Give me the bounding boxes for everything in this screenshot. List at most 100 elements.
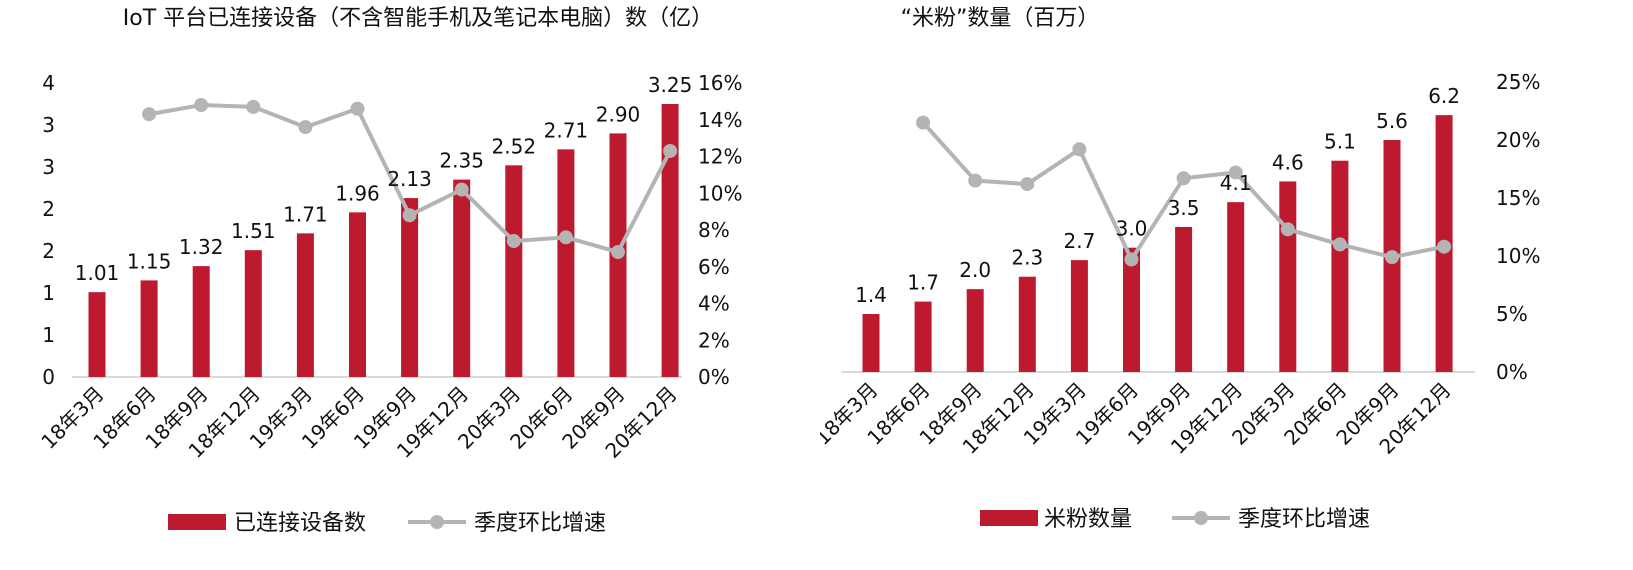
bar-data-label: 5.1 (1324, 130, 1356, 154)
bar-data-label: 1.7 (907, 271, 939, 295)
bar (914, 301, 932, 372)
growth-point (1280, 222, 1295, 237)
bar-data-label: 6.2 (1428, 84, 1460, 108)
bar-data-label: 2.13 (387, 167, 432, 191)
right-axis-tick: 10% (1496, 244, 1540, 268)
growth-point (558, 230, 573, 245)
growth-point (142, 107, 157, 122)
bar (862, 314, 880, 372)
mi-fans-chart: “米粉”数量（百万）012345670%5%10%15%20%25%1.41.7… (820, 0, 1633, 570)
left-axis-tick: 3 (42, 155, 55, 179)
growth-point (611, 245, 625, 260)
bar-data-label: 2.35 (439, 149, 484, 173)
right-axis-tick: 0% (1496, 360, 1528, 384)
left-axis-tick: 2 (42, 239, 55, 263)
growth-point (1332, 237, 1347, 252)
bar-data-label: 4.1 (1220, 171, 1252, 195)
growth-point (350, 101, 365, 116)
bar-data-label: 1.15 (127, 249, 172, 273)
legend-line-label: 季度环比增速 (474, 511, 606, 536)
bar (1331, 160, 1349, 372)
bar-data-label: 2.7 (1063, 229, 1095, 253)
bar-data-label: 2.90 (596, 102, 641, 126)
right-axis-tick: 14% (698, 108, 742, 132)
left-axis-tick: 4 (42, 71, 55, 95)
growth-point (194, 98, 209, 113)
left-axis-tick: 2 (42, 197, 55, 221)
right-axis-tick: 10% (698, 181, 742, 205)
legend-line-label: 季度环比增速 (1238, 507, 1370, 532)
bar (661, 104, 679, 377)
right-axis-tick: 8% (698, 218, 730, 242)
bar (88, 292, 106, 377)
right-axis-tick: 2% (698, 328, 730, 352)
growth-point (1020, 177, 1035, 192)
growth-point (454, 182, 469, 197)
growth-point (506, 234, 521, 249)
bar (1227, 202, 1245, 372)
bar (349, 212, 366, 377)
bar (296, 233, 314, 377)
chart-title: IoT 平台已连接设备（不含智能手机及笔记本电脑）数（亿） (123, 6, 713, 31)
chart-svg: “米粉”数量（百万）012345670%5%10%15%20%25%1.41.7… (820, 6, 1540, 532)
bar-data-label: 2.3 (1011, 246, 1043, 270)
growth-point (402, 208, 417, 223)
bar (1279, 181, 1297, 372)
growth-point (916, 115, 931, 130)
left-axis-tick: 1 (42, 323, 55, 347)
bar-data-label: 5.6 (1376, 109, 1408, 133)
chart-svg: IoT 平台已连接设备（不含智能手机及笔记本电脑）数（亿） 0 1 1 2 2 3 3 4 0% 2… (36, 6, 742, 536)
bar (1018, 276, 1036, 372)
bar-data-label: 3.0 (1116, 217, 1148, 241)
bar (244, 250, 262, 377)
bar (1070, 260, 1088, 372)
right-axis-tick: 6% (698, 255, 730, 279)
bar (557, 149, 575, 377)
growth-point (298, 120, 313, 135)
left-axis-tick: 0 (42, 365, 55, 389)
bar-data-label: 1.51 (231, 219, 276, 243)
right-axis-tick: 5% (1496, 302, 1528, 326)
growth-point (246, 99, 261, 114)
chart-title: “米粉”数量（百万） (901, 6, 1100, 31)
bar-data-label: 1.32 (179, 235, 224, 259)
left-axis-tick: 3 (42, 113, 55, 137)
bar (140, 280, 158, 377)
legend-line-marker (430, 515, 444, 529)
right-axis-tick: 12% (698, 145, 742, 169)
bar (192, 266, 210, 377)
left-axis-tick: 1 (42, 281, 55, 305)
bar (401, 198, 419, 377)
bar-data-label: 1.96 (335, 181, 380, 205)
right-axis-tick: 20% (1496, 128, 1540, 152)
right-axis-tick: 0% (698, 365, 730, 389)
growth-point (1176, 171, 1191, 186)
bar (966, 289, 984, 372)
legend-bar-label: 米粉数量 (1044, 507, 1132, 532)
bar-data-label: 3.25 (648, 73, 693, 97)
right-axis-tick: 4% (698, 292, 730, 316)
bar (453, 179, 471, 377)
growth-point (1124, 252, 1139, 267)
bar (1175, 227, 1193, 372)
growth-point (663, 143, 678, 158)
right-axis-tick: 16% (698, 71, 742, 95)
legend-line-marker (1194, 511, 1208, 525)
right-axis-tick: 25% (1496, 70, 1540, 94)
legend-bar-label: 已连接设备数 (234, 511, 366, 536)
legend-bar-swatch (168, 514, 226, 530)
growth-point (1072, 142, 1087, 157)
growth-point (1385, 250, 1399, 265)
bar-data-label: 3.5 (1168, 196, 1200, 220)
growth-point (968, 173, 983, 188)
bar (1123, 247, 1140, 372)
bar-data-label: 2.0 (959, 258, 991, 282)
legend-bar-swatch (980, 510, 1038, 526)
growth-point (1228, 165, 1243, 180)
growth-point (1437, 239, 1452, 254)
bar-data-label: 1.01 (75, 261, 120, 285)
right-axis-tick: 15% (1496, 186, 1540, 210)
bar-data-label: 1.71 (283, 202, 328, 226)
bar-data-label: 1.4 (855, 283, 887, 307)
bar-data-label: 2.71 (544, 118, 589, 142)
